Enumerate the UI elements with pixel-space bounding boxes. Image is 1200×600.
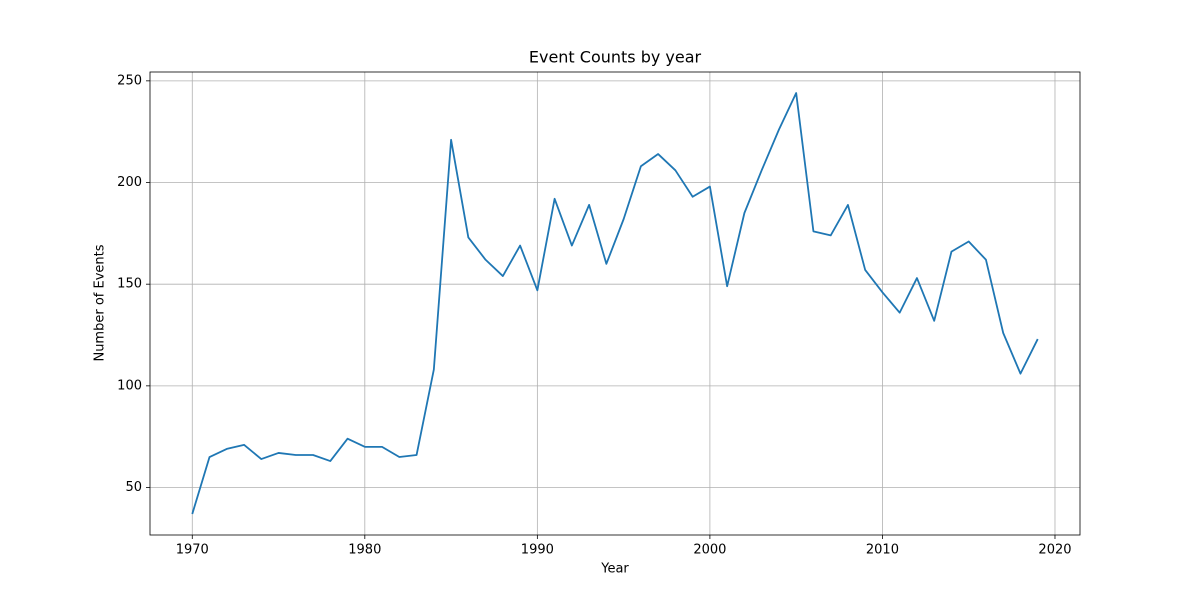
plot-frame <box>149 71 1081 536</box>
data-line <box>191 92 1039 515</box>
y-tick-label: 100 <box>117 378 142 393</box>
y-tick-label: 200 <box>117 175 142 190</box>
y-tick-label: 50 <box>125 480 142 495</box>
x-tick-label: 2010 <box>866 543 899 558</box>
chart-title: Event Counts by year <box>529 48 702 67</box>
x-tick-label: 2020 <box>1038 543 1071 558</box>
x-axis-label: Year <box>600 562 629 577</box>
y-tick-label: 250 <box>117 73 142 88</box>
x-tick-label: 1970 <box>176 543 209 558</box>
x-tick-label: 2000 <box>693 543 726 558</box>
y-axis-label: Number of Events <box>93 244 108 361</box>
y-tick-label: 150 <box>117 277 142 292</box>
x-tick-label: 1990 <box>521 543 554 558</box>
x-tick-label: 1980 <box>348 543 381 558</box>
